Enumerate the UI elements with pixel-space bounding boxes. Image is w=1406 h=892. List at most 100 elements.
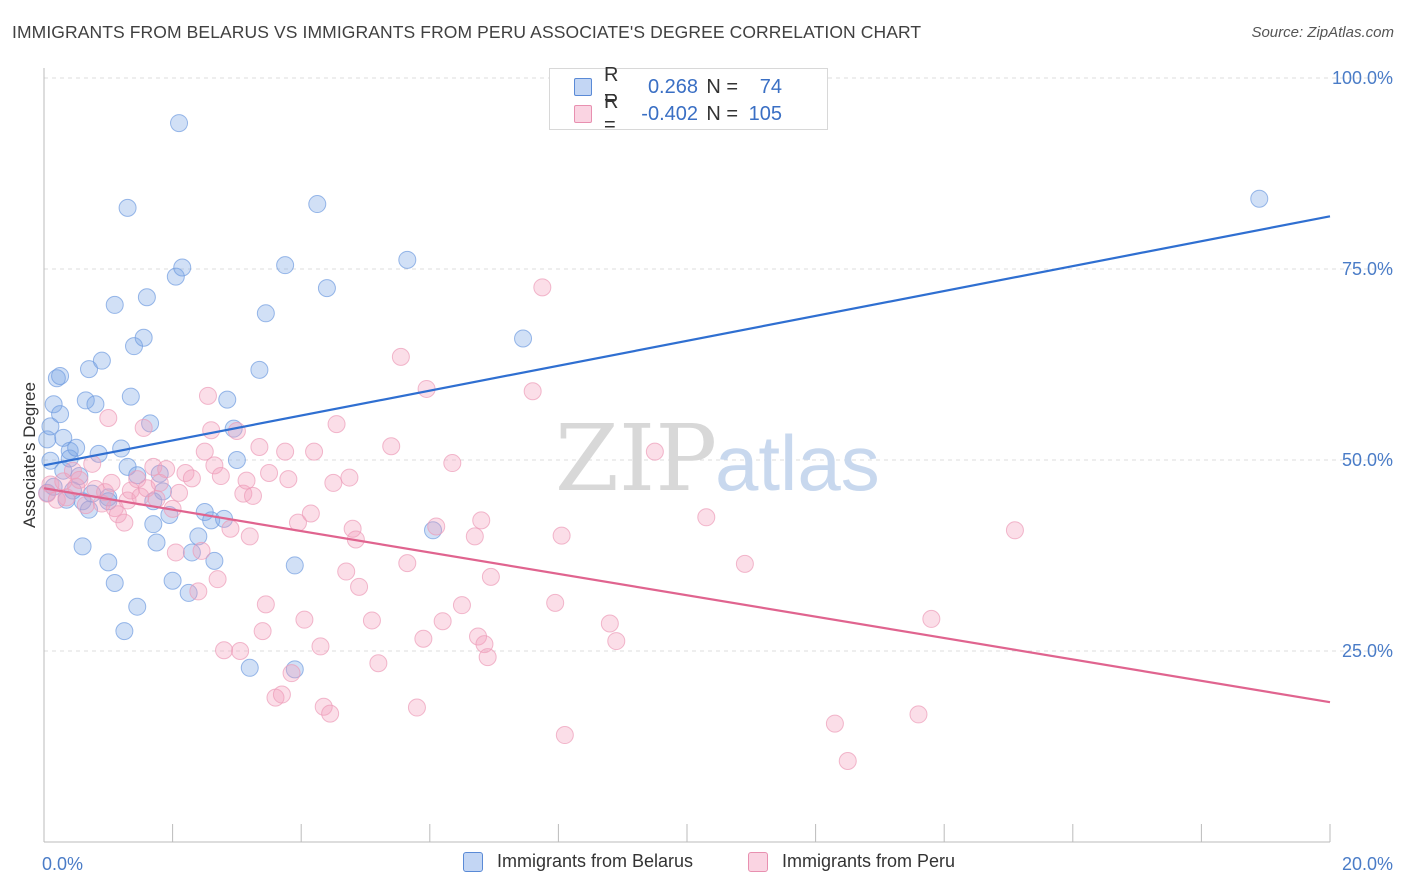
legend-label-peru: Immigrants from Peru (782, 851, 956, 871)
y-tick-label: 50.0% (1342, 450, 1393, 470)
watermark-atlas: atlas (715, 419, 880, 507)
peru-point (208, 570, 227, 589)
belarus-point (44, 395, 63, 414)
y-axis-label: Associate's Degree (20, 382, 39, 528)
peru-point (697, 508, 716, 527)
peru-point (166, 543, 185, 562)
belarus-point (218, 390, 237, 409)
y-tick-label: 75.0% (1342, 259, 1393, 279)
belarus-point (80, 360, 99, 379)
belarus-point (205, 551, 224, 570)
peru-point (909, 705, 928, 724)
peru-point (340, 468, 359, 487)
legend-item-belarus[interactable]: Immigrants from Belarus (463, 851, 693, 872)
peru-point (314, 697, 333, 716)
legend-swatch-peru (574, 105, 592, 123)
peru-point (838, 752, 857, 771)
peru-point (321, 704, 340, 723)
belarus-point (227, 451, 246, 469)
belarus-point (99, 553, 118, 572)
watermark-zip: ZIP (555, 405, 717, 512)
belarus-point (285, 556, 304, 575)
belarus-point (144, 515, 163, 534)
legend-r-value: 0.268 (647, 75, 698, 98)
legend-r-label: R = (604, 91, 619, 136)
peru-point (469, 627, 488, 646)
peru-point (272, 685, 291, 704)
belarus-point (137, 288, 156, 307)
peru-point (198, 386, 217, 405)
chart-title: IMMIGRANTS FROM BELARUS VS IMMIGRANTS FR… (12, 22, 922, 42)
legend-item-peru[interactable]: Immigrants from Peru (748, 851, 955, 872)
belarus-point (250, 360, 269, 379)
belarus-point (147, 533, 166, 552)
belarus-trendline (43, 215, 1331, 467)
peru-point (121, 481, 140, 500)
legend-r-label: R = (604, 64, 619, 109)
peru-point (195, 442, 214, 461)
peru-point (417, 379, 436, 398)
peru-point (202, 421, 221, 440)
belarus-point (115, 622, 134, 641)
belarus-point (276, 256, 295, 275)
peru-point (311, 637, 330, 656)
x-tick-label: 20.0% (1342, 854, 1393, 874)
belarus-point (134, 328, 153, 347)
legend-swatch-belarus (463, 851, 483, 872)
legend-r-value: -0.402 (641, 102, 698, 125)
legend-row-peru: R = -0.402 N = 105 (574, 91, 782, 136)
belarus-point (128, 597, 147, 616)
peru-point (253, 622, 272, 641)
peru-point (414, 629, 433, 648)
belarus-point (92, 351, 111, 370)
belarus-point (76, 391, 95, 410)
belarus-point (170, 114, 189, 133)
belarus-point (47, 369, 66, 388)
trendlines (43, 215, 1331, 704)
peru-point (645, 442, 664, 461)
belarus-point (514, 329, 533, 348)
peru-point (240, 527, 259, 546)
legend-n-value: 74 (759, 75, 782, 98)
belarus-point (51, 366, 70, 385)
peru-point (157, 460, 176, 479)
peru-point (231, 642, 250, 660)
belarus-point (128, 466, 147, 485)
belarus-point (163, 571, 182, 590)
belarus-point (308, 195, 327, 214)
peru-point (337, 562, 356, 581)
peru-point (382, 437, 401, 456)
peru-point (607, 632, 626, 651)
belarus-point (51, 405, 70, 424)
peru-point (369, 654, 388, 673)
peru-point (295, 610, 314, 629)
peru-point (102, 473, 121, 492)
peru-point (327, 415, 346, 434)
peru-point (256, 595, 275, 614)
peru-point (443, 454, 462, 473)
peru-point (279, 470, 298, 489)
y-tick-label: 25.0% (1342, 641, 1393, 661)
series-legend: Immigrants from Belarus Immigrants from … (0, 851, 1406, 877)
legend-swatch-peru (748, 851, 768, 872)
peru-point (128, 470, 147, 489)
peru-point (221, 519, 240, 538)
tick-labels: 25.0% 50.0% 75.0% 100.0% 0.0% 20.0% (42, 68, 1393, 874)
peru-point (546, 593, 565, 612)
belarus-point (173, 258, 192, 277)
peru-point (825, 714, 844, 733)
peru-point (215, 641, 234, 660)
series-belarus-points (38, 114, 1269, 679)
legend-row-belarus: R = 0.268 N = 74 (574, 64, 782, 109)
belarus-point (150, 464, 169, 483)
peru-point (433, 612, 452, 631)
peru-point (276, 442, 295, 461)
peru-point (211, 467, 230, 486)
belarus-point (182, 543, 201, 562)
belarus-point (166, 267, 185, 286)
source-label: Source: ZipAtlas.com (1251, 24, 1394, 41)
x-tick-label: 0.0% (42, 854, 83, 874)
gridlines (44, 77, 1395, 652)
peru-point (472, 511, 491, 530)
peru-point (260, 463, 279, 482)
